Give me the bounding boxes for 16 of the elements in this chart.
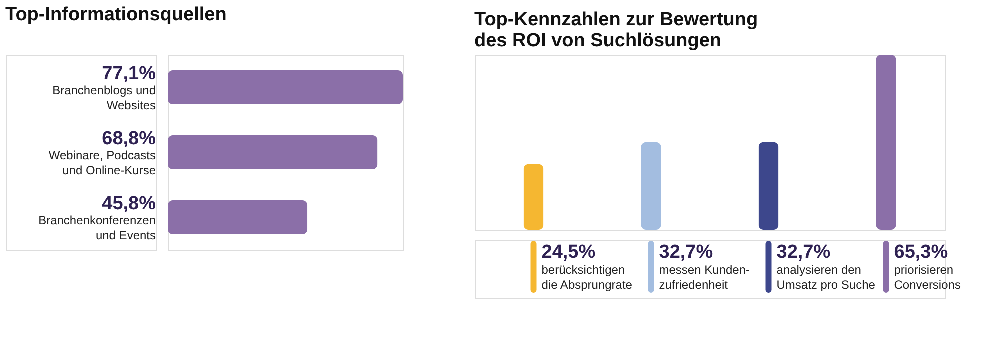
data-label: 32,7%	[659, 242, 714, 263]
data-label: 32,7%	[776, 242, 831, 263]
chart-title: Top-Informationsquellen	[6, 4, 227, 26]
y-tick-label: Webinare, Podcasts und Online-Kurse	[48, 148, 156, 178]
x-tick-label: priorisieren Conversions	[894, 263, 961, 292]
y-tick-label: Branchenkonferenzen und Events	[38, 214, 156, 242]
x-tick-label: analysieren den Umsatz pro Suche	[776, 263, 876, 292]
x-tick-label: messen Kunden-zufriedenheit	[659, 263, 750, 292]
data-label: 24,5%	[542, 242, 596, 263]
y-tick-label: Branchenblogs und Websites	[52, 84, 156, 112]
data-label: 45,8%	[102, 194, 156, 214]
x-tick-label: berücksichtigen die Absprungrate	[542, 263, 633, 292]
chart-title: Top-Kennzahlen zur Bewertung des ROI von Suchlösungen	[474, 10, 758, 52]
data-label: 68,8%	[102, 128, 156, 150]
data-label: 77,1%	[102, 64, 156, 84]
data-label: 65,3%	[894, 242, 948, 263]
